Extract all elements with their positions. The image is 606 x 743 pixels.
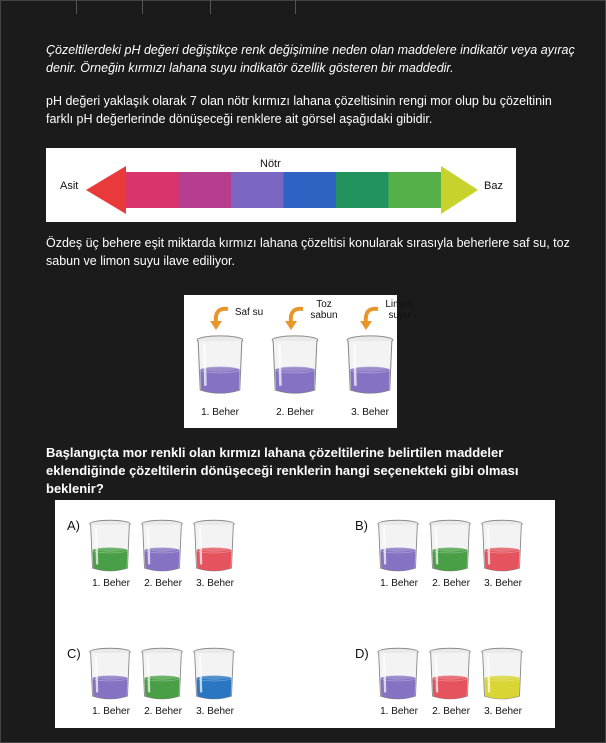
option-beaker (191, 646, 237, 707)
beaker-label: 3. Beher (196, 706, 234, 717)
setup-beaker-1 (194, 331, 246, 404)
beaker-label: 3. Beher (484, 578, 522, 589)
option-beaker (139, 518, 185, 579)
option-letter[interactable]: A) (67, 518, 80, 533)
beaker-label: 1. Beher (92, 706, 130, 717)
beaker-label: 1. Beher (92, 578, 130, 589)
option-beaker (427, 518, 473, 579)
base-label: Baz (484, 180, 503, 192)
added-substance-label: Saf su (234, 307, 264, 318)
answer-options-panel: A) 1. Beher 2. Beher 3. Beher B) 1. Beher (55, 500, 555, 728)
option-beaker (87, 646, 133, 707)
ph-info-paragraph: pH değeri yaklaşık olarak 7 olan nötr kı… (46, 94, 552, 126)
option-beaker (479, 646, 525, 707)
setup-beaker-2 (269, 331, 321, 404)
scale-segment (126, 172, 179, 208)
acid-arrow-head (86, 166, 126, 214)
added-substance-label: Limon suyu (385, 299, 413, 321)
option-letter[interactable]: C) (67, 646, 81, 661)
option-beaker (87, 518, 133, 579)
setup-paragraph: Özdeş üç behere eşit miktarda kırmızı la… (46, 236, 570, 268)
added-substance-label: Toz sabun (310, 299, 338, 321)
top-ruler (0, 0, 606, 16)
setup-beaker-3 (344, 331, 396, 404)
beaker-label: 2. Beher (432, 706, 470, 717)
scale-graphic (86, 166, 478, 214)
option-beaker (427, 646, 473, 707)
option-beaker (479, 518, 525, 579)
ph-color-scale: Asit Nötr Baz (46, 148, 516, 222)
beaker-label: 2. Beher (144, 706, 182, 717)
beaker-label: 1. Beher (380, 706, 418, 717)
scale-segment (283, 172, 337, 208)
acid-label: Asit (60, 180, 79, 192)
pour-arrow-icon (208, 305, 230, 336)
setup-beaker-panel: Saf su 1. Beher Toz sabun 2. Beher Limon s… (184, 295, 413, 428)
option-beaker (375, 518, 421, 579)
scale-segment (231, 172, 284, 208)
beaker-label: 3. Beher (351, 407, 389, 418)
option-letter[interactable]: D) (355, 646, 369, 661)
intro-paragraph: Çözeltilerdeki pH değeri değiştikçe renk… (46, 43, 575, 75)
option-beaker (191, 518, 237, 579)
option-beaker (375, 646, 421, 707)
beaker-label: 2. Beher (432, 578, 470, 589)
question-text: Başlangıçta mor renkli olan kırmızı laha… (46, 445, 519, 496)
scale-segment (336, 172, 389, 208)
beaker-label: 2. Beher (144, 578, 182, 589)
beaker-label: 3. Beher (484, 706, 522, 717)
neutral-label: Nötr (260, 158, 281, 170)
beaker-label: 3. Beher (196, 578, 234, 589)
beaker-label: 1. Beher (201, 407, 239, 418)
option-beaker (139, 646, 185, 707)
beaker-label: 2. Beher (276, 407, 314, 418)
base-arrow-head (441, 166, 478, 214)
pour-arrow-icon (358, 305, 380, 336)
scale-segment (178, 172, 232, 208)
pour-arrow-icon (283, 305, 305, 336)
option-letter[interactable]: B) (355, 518, 368, 533)
beaker-label: 1. Beher (380, 578, 418, 589)
scale-segment (388, 172, 442, 208)
